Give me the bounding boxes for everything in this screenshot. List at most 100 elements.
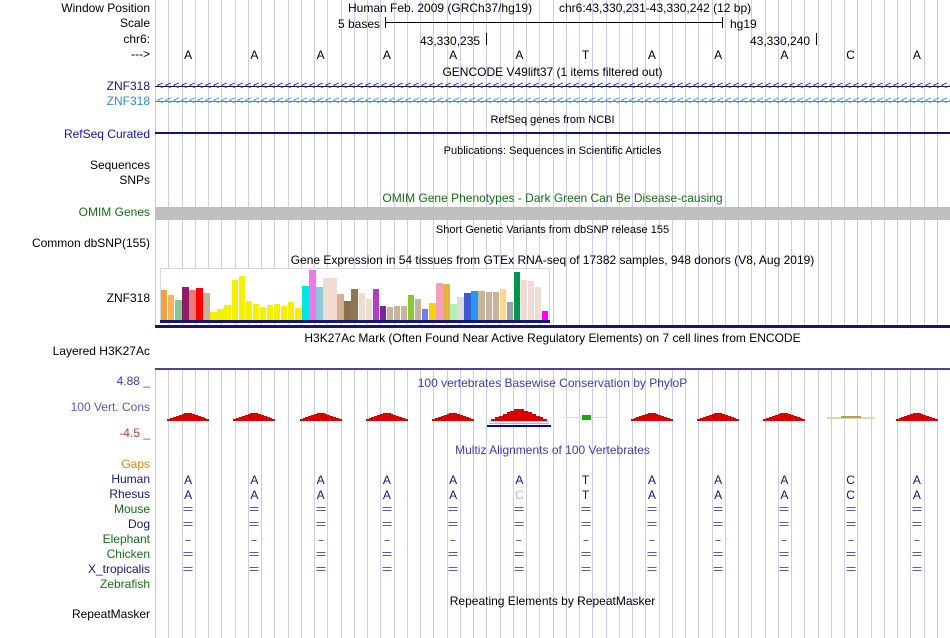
- label-species-human[interactable]: Human: [111, 472, 150, 486]
- multiz-row-zebrafish[interactable]: [155, 578, 950, 593]
- gtex-tissue-bar[interactable]: [379, 306, 387, 321]
- gtex-tissue-bar[interactable]: [499, 289, 507, 321]
- label-gencode-znf318-2[interactable]: ZNF318: [106, 94, 150, 108]
- gtex-tissue-bar[interactable]: [541, 311, 549, 321]
- label-species-elephant[interactable]: Elephant: [102, 532, 150, 546]
- gtex-tissue-bar[interactable]: [534, 287, 542, 321]
- gtex-tissue-bar[interactable]: [231, 280, 238, 321]
- label-species-x-tropicalis[interactable]: X_tropicalis: [87, 562, 150, 576]
- label-gtex-znf318[interactable]: ZNF318: [106, 291, 150, 305]
- gencode-gene-row-2[interactable]: < < < < < < < < < < < < < < < < < < < < < < < < < < < < < < < < < < < < < < < <…: [155, 96, 950, 107]
- gtex-tissue-bar[interactable]: [295, 308, 302, 321]
- label-species-chicken[interactable]: Chicken: [106, 547, 150, 561]
- gtex-tissue-bar[interactable]: [161, 290, 168, 321]
- gtex-tissue-bar[interactable]: [400, 306, 408, 321]
- omim-gene-bar[interactable]: [155, 207, 950, 220]
- repeatmasker-track-title[interactable]: Repeating Elements by RepeatMasker: [449, 594, 656, 608]
- gtex-tissue-bar[interactable]: [280, 306, 288, 321]
- gtex-tissue-bar[interactable]: [266, 305, 274, 321]
- label-species-rhesus[interactable]: Rhesus: [109, 487, 150, 501]
- gtex-tissue-bar[interactable]: [365, 299, 373, 321]
- gtex-tissue-bar[interactable]: [196, 288, 203, 321]
- gtex-tissue-bar[interactable]: [414, 299, 422, 321]
- gtex-tissue-bar[interactable]: [259, 307, 267, 321]
- gtex-tissue-bar[interactable]: [386, 307, 394, 321]
- gtex-tissue-bar[interactable]: [492, 292, 499, 321]
- publications-track-title[interactable]: Publications: Sequences in Scientific Ar…: [443, 145, 662, 157]
- gtex-tissue-bar[interactable]: [407, 295, 415, 321]
- label-omim-genes[interactable]: OMIM Genes: [78, 205, 150, 219]
- gtex-tissue-bar[interactable]: [520, 280, 528, 321]
- dbsnp-track-title[interactable]: Short Genetic Variants from dbSNP releas…: [435, 224, 670, 236]
- gtex-tissue-bar[interactable]: [302, 286, 309, 321]
- multiz-row-mouse[interactable]: [155, 503, 950, 518]
- gtex-tissue-bar[interactable]: [478, 291, 485, 321]
- label-common-dbsnp[interactable]: Common dbSNP(155): [31, 236, 150, 250]
- h3k27ac-signal-area[interactable]: [155, 328, 950, 368]
- gtex-tissue-bar[interactable]: [309, 270, 316, 321]
- gtex-bar-chart[interactable]: [160, 268, 550, 321]
- label-sequences[interactable]: Sequences: [89, 158, 150, 172]
- label-species-mouse[interactable]: Mouse: [113, 502, 150, 516]
- gtex-tissue-bar[interactable]: [457, 297, 464, 321]
- label-snps[interactable]: SNPs: [119, 173, 150, 187]
- gtex-tissue-bar[interactable]: [344, 301, 351, 321]
- gtex-tissue-bar[interactable]: [485, 292, 492, 321]
- gtex-tissue-bar[interactable]: [210, 312, 217, 321]
- gtex-tissue-bar[interactable]: [436, 283, 443, 321]
- gtex-tissue-bar[interactable]: [245, 301, 253, 321]
- multiz-row-chicken[interactable]: [155, 548, 950, 563]
- gencode-gene-row-1[interactable]: < < < < < < < < < < < < < < < < < < < < < < < < < < < < < < < < < < < < < < < <…: [155, 81, 950, 92]
- label-species-dog[interactable]: Dog: [127, 517, 150, 531]
- gtex-tissue-bar[interactable]: [337, 294, 344, 321]
- gtex-tissue-bar[interactable]: [168, 295, 175, 321]
- gtex-tissue-bar[interactable]: [323, 278, 330, 321]
- multiz-row-dog[interactable]: [155, 518, 950, 533]
- gtex-tissue-bar[interactable]: [203, 293, 210, 321]
- gtex-tissue-bar[interactable]: [422, 309, 429, 321]
- gtex-tissue-bar[interactable]: [464, 293, 471, 321]
- gtex-tissue-bar[interactable]: [393, 306, 401, 321]
- gtex-tissue-bar[interactable]: [506, 302, 514, 321]
- label-gencode-znf318-1[interactable]: ZNF318: [106, 79, 150, 93]
- label-species-zebrafish[interactable]: Zebrafish: [99, 577, 150, 591]
- gtex-tissue-bar[interactable]: [182, 287, 189, 321]
- gtex-tissue-bar[interactable]: [217, 309, 224, 321]
- gtex-tissue-bar[interactable]: [443, 284, 450, 321]
- gtex-tissue-bar[interactable]: [316, 287, 323, 321]
- track-data-area[interactable]: Human Feb. 2009 (GRCh37/hg19) chr6:43,33…: [155, 0, 950, 638]
- gencode-track-title[interactable]: GENCODE V49lift37 (1 items filtered out): [442, 65, 663, 79]
- label-gaps[interactable]: Gaps: [121, 457, 150, 471]
- gtex-tissue-bar[interactable]: [330, 278, 337, 321]
- gtex-tissue-bar[interactable]: [450, 304, 457, 321]
- multiz-track-title[interactable]: Multiz Alignments of 100 Vertebrates: [455, 443, 650, 457]
- h3k27ac-track-title[interactable]: H3K27Ac Mark (Often Found Near Active Re…: [304, 331, 801, 345]
- label-layered-h3k27ac[interactable]: Layered H3K27Ac: [52, 344, 150, 358]
- gtex-tissue-bar[interactable]: [175, 300, 182, 321]
- label-repeatmasker[interactable]: RepeatMasker: [71, 607, 150, 621]
- gtex-tissue-bar[interactable]: [372, 289, 380, 321]
- gtex-tissue-bar[interactable]: [224, 305, 231, 321]
- refseq-track-title[interactable]: RefSeq genes from NCBI: [490, 114, 615, 126]
- gtex-tissue-bar[interactable]: [273, 304, 281, 321]
- gtex-tissue-bar[interactable]: [287, 302, 295, 321]
- gtex-tissue-bar[interactable]: [513, 272, 521, 321]
- gtex-tissue-bar[interactable]: [238, 276, 246, 321]
- gtex-tissue-bar[interactable]: [252, 304, 260, 321]
- gtex-tissue-bar[interactable]: [471, 291, 478, 321]
- gtex-tissue-bar[interactable]: [189, 290, 196, 321]
- label-100-vert-cons[interactable]: 100 Vert. Cons: [70, 400, 150, 414]
- omim-track-title[interactable]: OMIM Gene Phenotypes - Dark Green Can Be…: [382, 191, 723, 205]
- refseq-gene-line[interactable]: [155, 132, 950, 134]
- multiz-row-x-tropicalis[interactable]: [155, 563, 950, 578]
- multiz-row-elephant[interactable]: [155, 533, 950, 548]
- gtex-tissue-bar[interactable]: [527, 281, 535, 321]
- gtex-tissue-bar[interactable]: [429, 303, 436, 321]
- conservation-track-title[interactable]: 100 vertebrates Basewise Conservation by…: [417, 376, 688, 390]
- gtex-track-title[interactable]: Gene Expression in 54 tissues from GTEx …: [290, 253, 815, 267]
- gtex-tissue-bar[interactable]: [358, 293, 365, 321]
- gtex-tissue-bar[interactable]: [351, 289, 358, 321]
- conservation-signal-area[interactable]: [155, 395, 950, 439]
